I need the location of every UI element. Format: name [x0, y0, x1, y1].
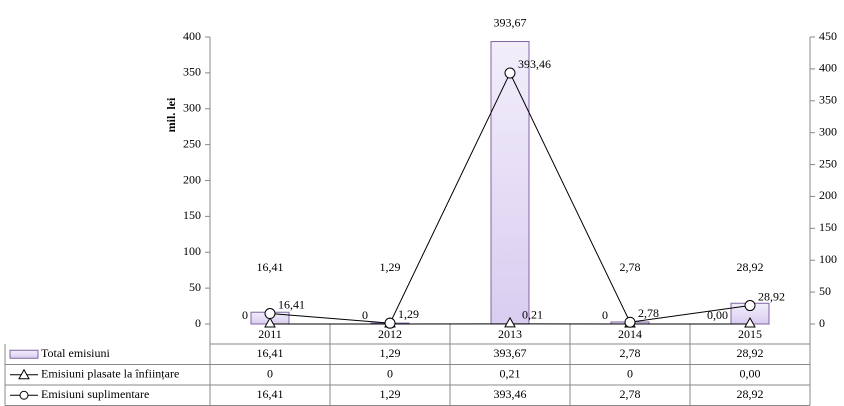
point-label: 393,46: [518, 57, 551, 71]
marker: [384, 317, 396, 329]
table-cell: 0: [267, 367, 273, 381]
y-tick-label: 50: [189, 280, 201, 294]
marker: [744, 316, 756, 328]
bar-label: 1,29: [380, 260, 401, 274]
point-label: 0,21: [522, 308, 543, 322]
marker: [504, 67, 516, 79]
point-label: 0: [242, 308, 248, 322]
table-cell: 2,78: [620, 387, 641, 401]
y-tick-label: 350: [183, 65, 201, 79]
y-tick-label: 400: [183, 29, 201, 43]
table-cell: 2,78: [620, 346, 641, 360]
table-cell: 0: [387, 367, 393, 381]
y2-tick-label: 200: [819, 188, 837, 202]
y-tick-label: 100: [183, 244, 201, 258]
table-cell: 0: [627, 367, 633, 381]
point-label: 28,92: [758, 289, 785, 303]
point-label: 16,41: [278, 297, 305, 311]
y2-tick-label: 0: [819, 316, 825, 330]
x-tick-label: 2013: [498, 327, 522, 341]
y-tick-label: 250: [183, 136, 201, 150]
y2-tick-label: 450: [819, 29, 837, 43]
y2-tick-label: 400: [819, 61, 837, 75]
table-cell: 28,92: [737, 387, 764, 401]
bar: [490, 41, 530, 325]
table-cell: 16,41: [257, 346, 284, 360]
point-label: 2,78: [638, 306, 659, 320]
table-cell: 1,29: [380, 346, 401, 360]
table-cell: 16,41: [257, 387, 284, 401]
bar-label: 16,41: [257, 260, 284, 274]
table-cell: 1,29: [380, 387, 401, 401]
y2-tick-label: 50: [819, 284, 831, 298]
marker: [264, 316, 276, 328]
x-tick-label: 2011: [258, 327, 282, 341]
legend-marker: [19, 390, 29, 400]
table-cell: 0,00: [740, 367, 761, 381]
marker: [264, 308, 276, 320]
marker: [504, 316, 516, 328]
table-cell: 28,92: [737, 346, 764, 360]
y2-tick-label: 350: [819, 93, 837, 107]
table-cell: 0,21: [500, 367, 521, 381]
y-tick-label: 300: [183, 101, 201, 115]
marker: [624, 316, 636, 328]
bar-label: 28,92: [737, 260, 764, 274]
point-label: 1,29: [398, 307, 419, 321]
marker: [744, 300, 756, 312]
bar-label: 393,67: [494, 15, 527, 29]
y-tick-label: 200: [183, 172, 201, 186]
legend-label: Emisiuni suplimentare: [41, 387, 149, 401]
legend-label: Emisiuni plasate la înființare: [41, 367, 179, 381]
point-label: 0: [602, 308, 608, 322]
y-tick-label: 0: [195, 316, 201, 330]
point-label: 0: [362, 308, 368, 322]
table-cell: 393,46: [494, 387, 527, 401]
y2-tick-label: 150: [819, 220, 837, 234]
x-tick-label: 2015: [738, 327, 762, 341]
legend-marker: [18, 368, 30, 380]
y2-tick-label: 250: [819, 156, 837, 170]
y-axis-label: mil. lei: [164, 97, 178, 132]
legend-label: Total emisiuni: [41, 346, 110, 360]
legend-swatch: [9, 349, 39, 359]
y-tick-label: 150: [183, 208, 201, 222]
y2-tick-label: 300: [819, 124, 837, 138]
table-cell: 393,67: [494, 346, 527, 360]
x-tick-label: 2012: [378, 327, 402, 341]
bar-label: 2,78: [620, 260, 641, 274]
x-tick-label: 2014: [618, 327, 642, 341]
y2-tick-label: 100: [819, 252, 837, 266]
